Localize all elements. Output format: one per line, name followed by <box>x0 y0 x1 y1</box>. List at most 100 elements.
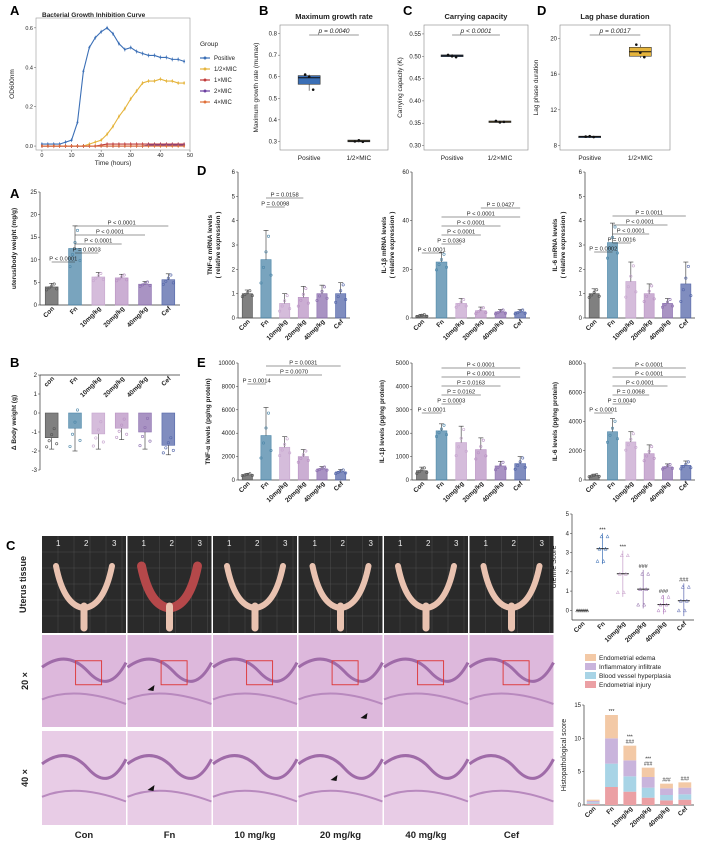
x-tick-label: con <box>43 375 56 388</box>
x-tick-label: 40mg/kg <box>303 480 327 504</box>
data-point <box>663 303 667 307</box>
il6_p-chart: 0 2000 4000 6000 8000 IL-6 levels (pg/ng prot… <box>552 361 695 504</box>
y-tick-label: 20 <box>550 36 557 42</box>
bar <box>643 453 655 481</box>
data-point <box>296 304 300 308</box>
data-point <box>670 304 674 308</box>
data-point <box>117 145 120 148</box>
data-point <box>686 460 690 464</box>
data-point <box>518 309 522 313</box>
stack-segment <box>586 802 600 804</box>
data-point <box>678 598 683 603</box>
data-point <box>341 468 345 472</box>
data-point <box>250 294 254 298</box>
y-tick-label: 3 <box>232 243 236 249</box>
p-value: P < 0.0001 <box>467 363 495 369</box>
data-point <box>296 460 300 464</box>
data-point <box>496 465 500 469</box>
data-point <box>78 259 82 263</box>
data-point <box>315 298 319 302</box>
data-point <box>650 284 654 288</box>
data-point <box>459 300 463 304</box>
data-point <box>474 312 478 316</box>
data-point <box>288 307 292 311</box>
y-tick-label: 16 <box>550 72 557 78</box>
data-point <box>112 145 114 148</box>
data-point <box>161 451 165 455</box>
data-point <box>640 571 645 576</box>
data-point <box>135 145 138 148</box>
data-point <box>94 145 97 148</box>
stroma-layer <box>127 789 212 803</box>
data-point <box>303 73 307 76</box>
ruler-number: 1 <box>227 539 232 548</box>
data-point <box>454 55 458 59</box>
data-point <box>503 311 507 315</box>
data-point <box>353 140 357 143</box>
y-axis-label: uterus/body weight (mg/g) <box>11 208 18 289</box>
data-point <box>462 427 466 431</box>
y-tick-label: 10 <box>30 258 37 264</box>
data-point <box>679 467 683 471</box>
data-point <box>336 295 340 299</box>
data-point <box>479 308 483 312</box>
data-point <box>502 120 506 124</box>
data-point <box>153 145 156 148</box>
x-tick-label: 40mg/kg <box>126 305 150 329</box>
column-label: 20 mg/kg <box>320 830 361 841</box>
zoom-region-box <box>331 660 359 686</box>
data-point <box>299 456 303 460</box>
data-point <box>660 305 664 309</box>
data-point <box>120 275 124 279</box>
data-point <box>171 145 174 148</box>
data-point <box>629 274 633 278</box>
stack-segment <box>678 799 692 805</box>
data-point <box>159 56 162 59</box>
data-point <box>58 145 61 148</box>
stroma-layer <box>298 692 383 705</box>
data-point <box>76 121 79 124</box>
bar <box>68 412 82 429</box>
data-point <box>624 295 628 299</box>
y-tick-label: 0.3 <box>269 139 278 145</box>
y-tick-label: 8000 <box>569 361 583 367</box>
x-tick-label: 30 <box>128 153 134 159</box>
il6_m-chart: 0 1 2 3 4 5 6 IL-6 mRNA levels( relative expres… <box>552 170 695 342</box>
x-tick-label: 40mg/kg <box>303 318 327 342</box>
data-point <box>595 472 599 476</box>
data-point <box>639 51 642 54</box>
data-point <box>299 298 303 302</box>
stroma-layer <box>298 789 383 803</box>
data-point <box>73 420 77 424</box>
y-tick-label: 0.6 <box>25 26 33 32</box>
data-point <box>501 308 505 312</box>
data-point <box>642 602 647 607</box>
data-point <box>166 276 170 280</box>
data-point <box>679 299 683 303</box>
data-point <box>169 436 173 440</box>
x-tick-label: 40mg/kg <box>126 375 150 399</box>
data-point <box>143 425 147 429</box>
data-point <box>55 287 59 291</box>
data-point <box>146 416 150 420</box>
p-value: P = 0.0070 <box>280 370 308 376</box>
y-tick-label: 2 <box>566 570 570 576</box>
y-axis-label: ( relative expression ) <box>560 212 567 279</box>
bar <box>138 412 152 433</box>
data-point <box>171 448 175 452</box>
data-point <box>658 602 663 607</box>
y-tick-label: 1 <box>34 392 38 398</box>
legend-label: Positive <box>214 56 236 62</box>
data-point <box>664 602 669 607</box>
y-tick-label: 2000 <box>396 431 410 437</box>
y-tick-label: 6 <box>579 170 583 176</box>
data-point <box>248 289 252 293</box>
chart-title: Carrying capacity <box>445 12 509 21</box>
data-point <box>608 433 612 437</box>
y-tick-label: 0.0 <box>25 144 33 150</box>
row-label: Uterus tissue <box>18 556 28 613</box>
data-point <box>106 133 109 136</box>
data-point <box>608 246 612 250</box>
data-point <box>129 97 132 100</box>
bar <box>114 412 129 429</box>
